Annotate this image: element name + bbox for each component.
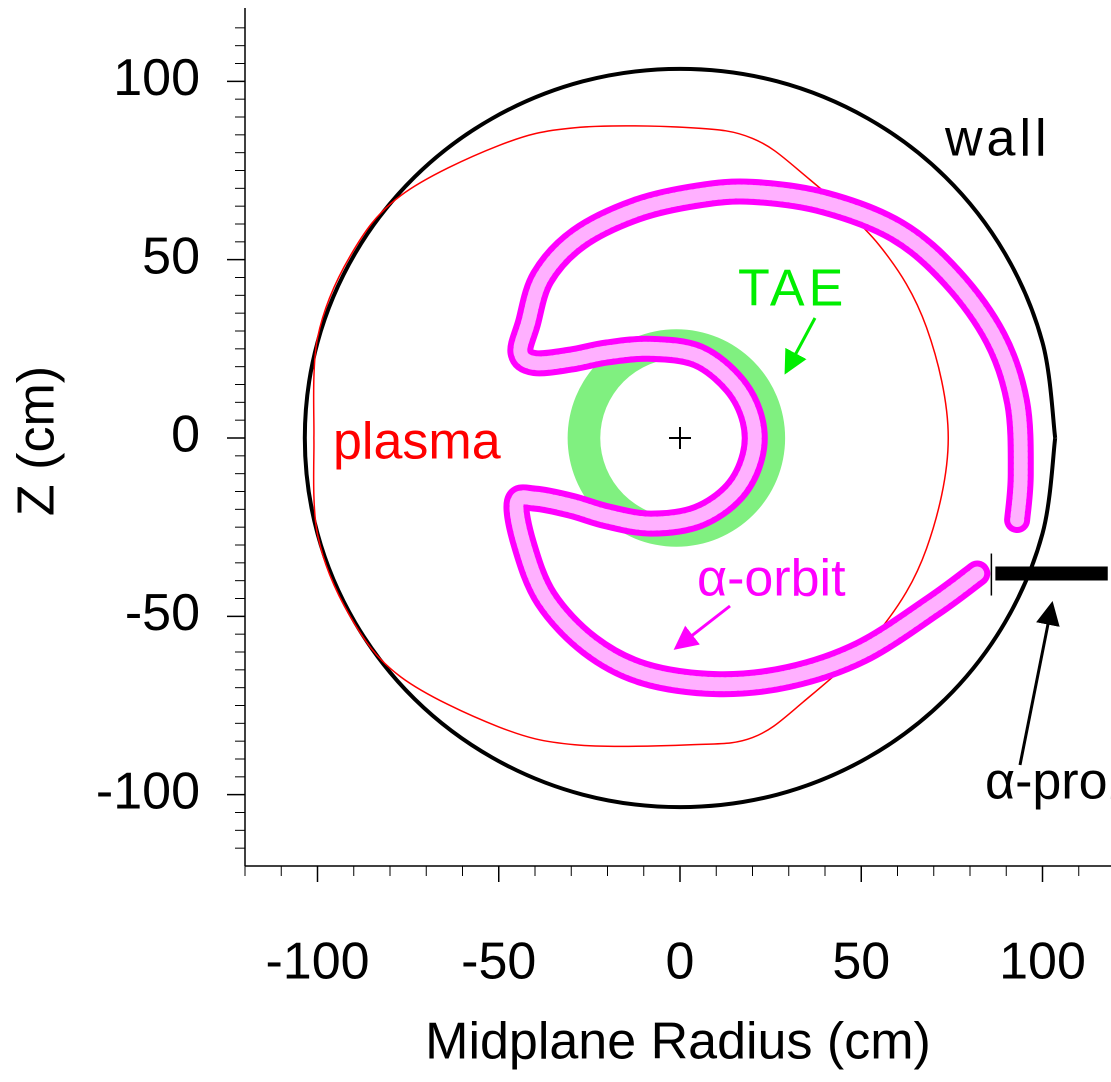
orbit-texture <box>509 184 1028 692</box>
boundary <box>312 125 950 748</box>
y-tick-label: 0 <box>171 406 200 464</box>
annotation: TAE <box>738 260 847 318</box>
plot-area <box>302 66 1108 810</box>
x-tick-label: -50 <box>461 933 536 991</box>
x-tick-label: 50 <box>832 933 890 991</box>
y-tick-label: 100 <box>113 49 200 107</box>
arrow <box>784 317 817 375</box>
boundary <box>302 66 1058 810</box>
x-tick-label: 100 <box>999 933 1086 991</box>
arrow <box>673 604 731 650</box>
annotation: plasma <box>333 413 501 471</box>
x-tick-label: -100 <box>265 933 369 991</box>
y-tick-label: -50 <box>125 584 200 642</box>
x-axis-label: Midplane Radius (cm) <box>425 1013 931 1071</box>
annotation: α-orbit <box>697 550 846 608</box>
annotation: wall <box>944 110 1051 168</box>
y-axis-label: Z (cm) <box>8 366 66 516</box>
arrow <box>1018 601 1060 766</box>
y-tick-label: -100 <box>96 762 200 820</box>
x-tick-label: 0 <box>666 933 695 991</box>
y-tick-label: 50 <box>142 227 200 285</box>
annotation: α-probe <box>985 753 1111 811</box>
axis-marker <box>669 427 691 449</box>
